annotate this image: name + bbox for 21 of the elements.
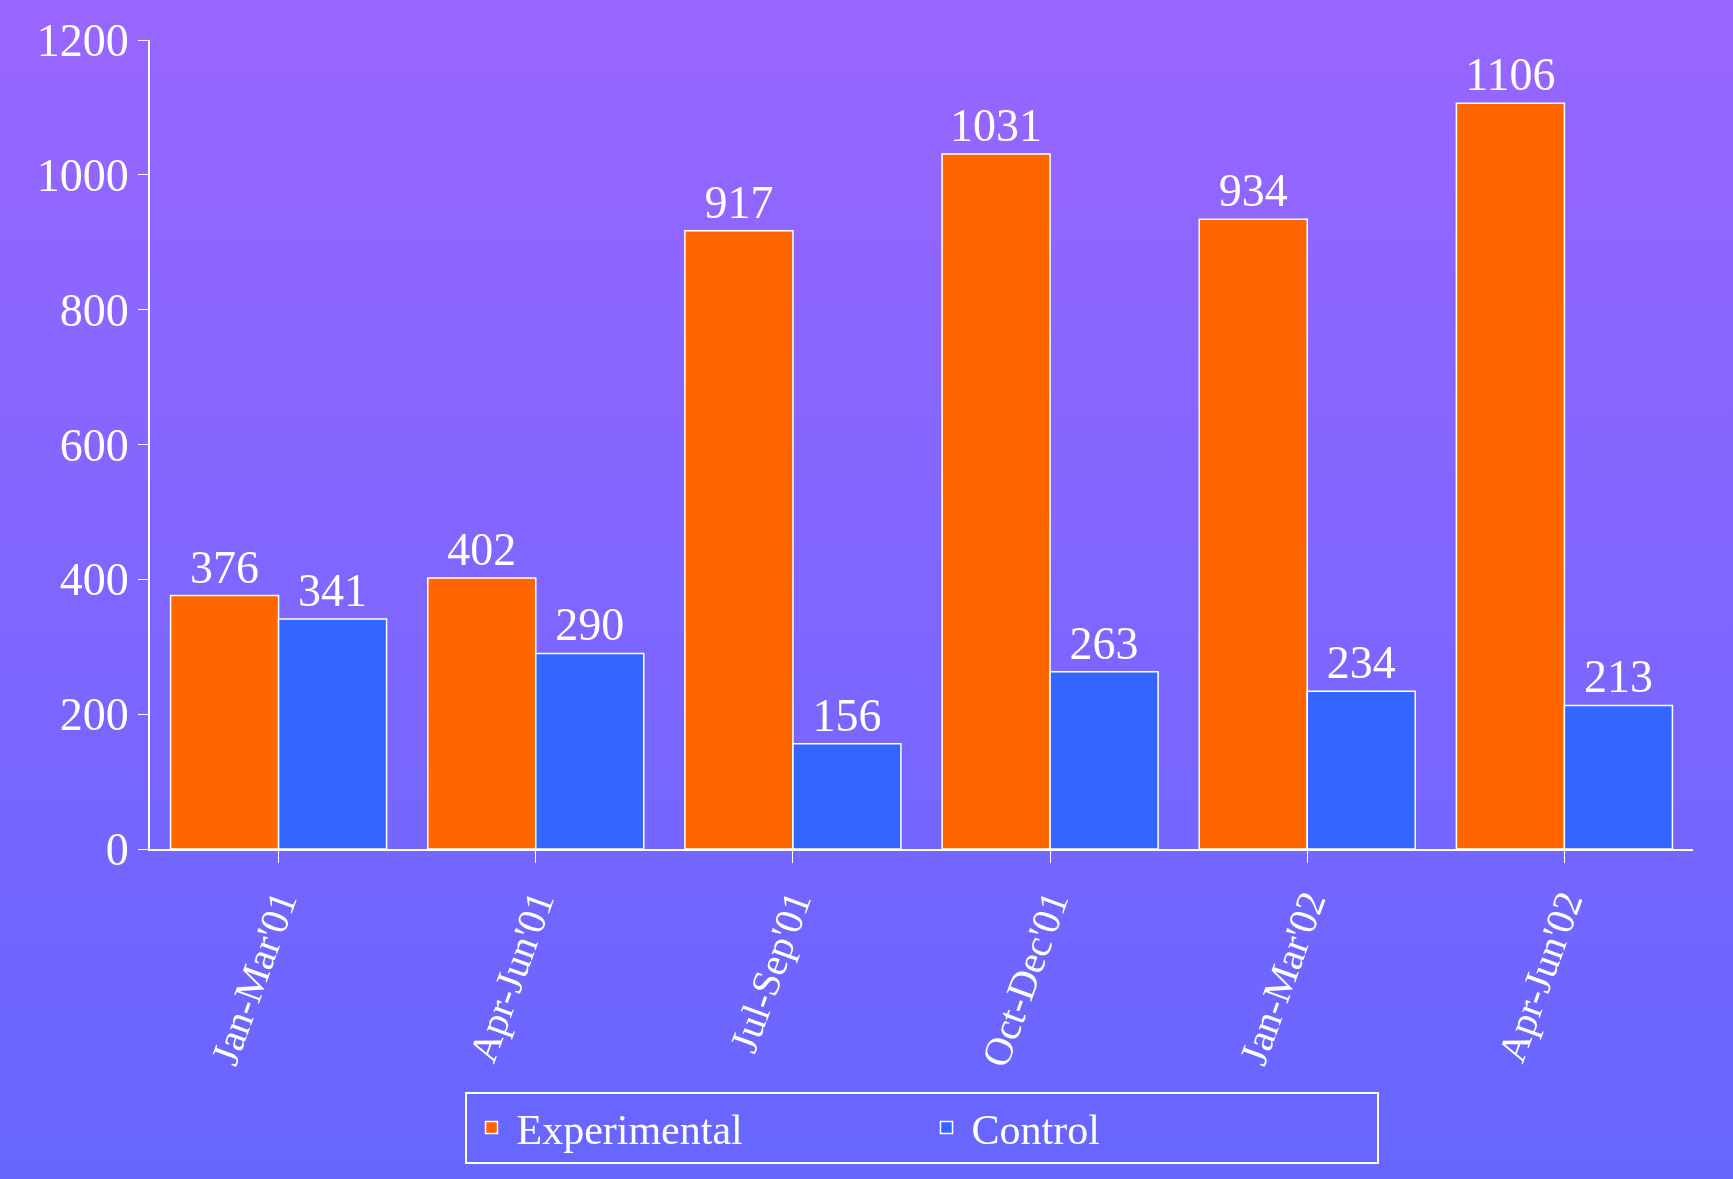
y-tick-label: 0 [105, 824, 129, 876]
data-label: 1031 [950, 99, 1043, 151]
y-tick-label: 800 [59, 284, 129, 336]
data-label: 934 [1218, 165, 1288, 217]
legend-label: Control [971, 1106, 1100, 1153]
data-label: 156 [812, 689, 882, 741]
data-label: 376 [190, 541, 260, 593]
legend-label: Experimental [516, 1106, 743, 1153]
y-tick-label: 200 [59, 689, 129, 741]
data-label: 917 [704, 176, 774, 228]
data-label: 213 [1583, 651, 1653, 703]
y-tick-label: 400 [59, 554, 129, 606]
data-label: 1106 [1465, 49, 1556, 101]
y-tick-label: 1000 [36, 149, 129, 201]
data-label: 263 [1069, 617, 1139, 669]
y-tick-label: 600 [59, 419, 129, 471]
y-tick-label: 1200 [36, 15, 129, 67]
data-label: 341 [298, 565, 368, 617]
data-label: 290 [555, 599, 625, 651]
data-label: 402 [447, 523, 517, 575]
data-label: 234 [1326, 637, 1396, 689]
